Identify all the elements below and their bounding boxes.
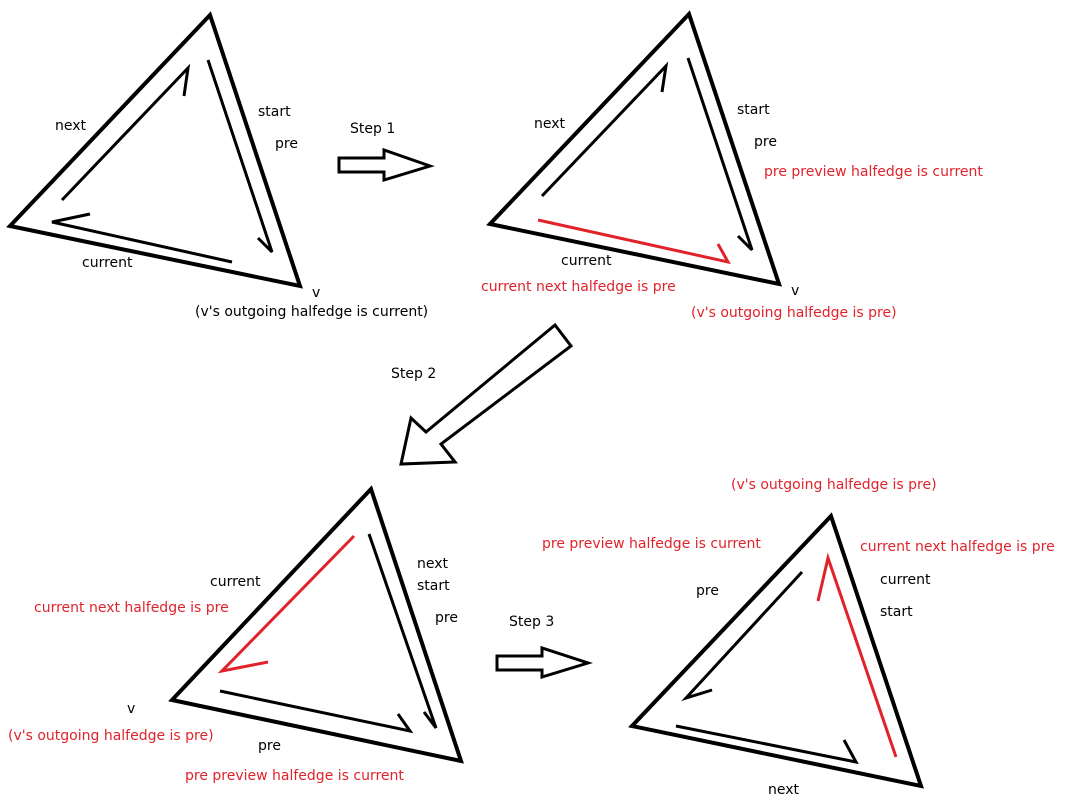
panel-1-outgoing-note: (v's outgoing halfedge is current) (195, 304, 428, 320)
panel-3-v-label: v (127, 701, 135, 717)
step-2-arrow-shape (399, 322, 574, 466)
panel-2-triangle (486, 10, 782, 287)
panel-2-next-label: next (534, 116, 566, 132)
step-3-arrow-shape (495, 645, 593, 680)
panel-2-next-halfedge (540, 61, 669, 198)
step-1-arrow: Step 1 (337, 121, 435, 183)
step-1-label: Step 1 (350, 121, 395, 137)
panel-3-pre-label: pre (435, 610, 458, 626)
panel-2-current-halfedge-red (537, 218, 731, 265)
step-3-arrow: Step 3 (495, 614, 593, 680)
panel-3-current-next-note: current next halfedge is pre (34, 600, 229, 616)
panel-2-pre-label: pre (754, 134, 777, 150)
panel-4: (v's outgoing halfedge is pre) pre previ… (542, 477, 1055, 798)
panel-1-pre-halfedge (206, 59, 274, 254)
panel-3-next-label: next (417, 556, 449, 572)
panel-3-pre-halfedge (367, 533, 438, 729)
panel-3-outgoing-note: (v's outgoing halfedge is pre) (8, 728, 214, 744)
panel-4-right-halfedge-red (816, 552, 898, 758)
panel-2-v-label: v (791, 283, 799, 299)
panel-1: next start pre current v (v's outgoing h… (6, 11, 428, 320)
panel-2: next start pre pre preview halfedge is c… (481, 10, 983, 321)
panel-1-next-halfedge (60, 63, 191, 202)
panel-3-triangle (168, 485, 464, 764)
panel-4-left-halfedge (681, 570, 804, 702)
panel-4-current-label: current (880, 572, 931, 588)
panel-3-pre-preview-note: pre preview halfedge is current (185, 768, 404, 784)
panel-3-start-label: start (417, 578, 450, 594)
panel-2-current-next-note: current next halfedge is pre (481, 279, 676, 295)
panel-4-bottom-halfedge (675, 724, 859, 765)
panel-1-v-label: v (312, 285, 320, 301)
panel-2-outgoing-note: (v's outgoing halfedge is pre) (691, 305, 897, 321)
panel-2-start-label: start (737, 102, 770, 118)
panel-4-triangle (628, 512, 924, 789)
panel-4-pre-preview-note: pre preview halfedge is current (542, 536, 761, 552)
panel-4-start-label: start (880, 604, 913, 620)
panel-3: current current next halfedge is pre nex… (8, 485, 464, 784)
panel-4-current-next-note: current next halfedge is pre (860, 539, 1055, 555)
panel-4-outgoing-note: (v's outgoing halfedge is pre) (731, 477, 937, 493)
panel-1-current-halfedge (51, 212, 233, 264)
panel-1-start-label: start (258, 104, 291, 120)
step-3-label: Step 3 (509, 614, 554, 630)
panel-3-next-halfedge-red (217, 534, 356, 674)
panel-2-current-label: current (561, 253, 612, 269)
step-2-arrow: Step 2 (391, 322, 574, 466)
panel-4-pre-label: pre (696, 583, 719, 599)
panel-3-current-halfedge (219, 689, 414, 734)
panel-4-next-label: next (768, 782, 800, 798)
panel-2-pre-halfedge (686, 57, 754, 252)
step-1-arrow-shape (337, 147, 435, 183)
panel-2-pre-preview-note: pre preview halfedge is current (764, 164, 983, 180)
panel-1-triangle (6, 11, 303, 289)
panel-3-pre-bottom-label: pre (258, 738, 281, 754)
panel-1-next-label: next (55, 118, 87, 134)
panel-3-current-label: current (210, 574, 261, 590)
panel-1-current-label: current (82, 255, 133, 271)
step-2-label: Step 2 (391, 366, 436, 382)
panel-1-pre-label: pre (275, 136, 298, 152)
